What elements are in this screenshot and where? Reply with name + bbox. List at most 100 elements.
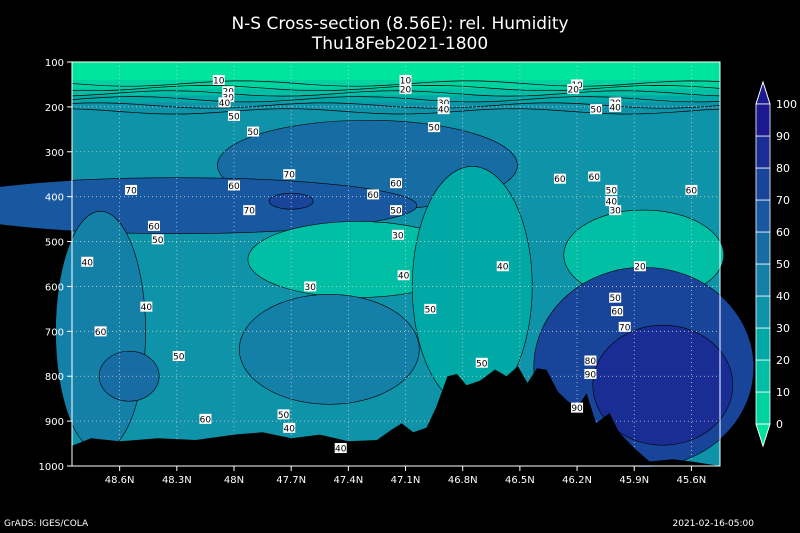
contour-label-box-34: [553, 173, 566, 184]
contour-label-box-3: [218, 97, 231, 108]
contour-label-box-26: [81, 256, 94, 267]
contour-label-30: 30: [305, 283, 317, 293]
contour-label-22: 50: [390, 207, 402, 217]
contour-label-box-35: [588, 171, 601, 182]
y-tick-label-1: 200: [45, 103, 64, 114]
contour-line-upper-1: [71, 85, 721, 92]
contour-label-box-49: [277, 409, 290, 420]
contour-label-31: 40: [398, 272, 410, 282]
colorbar-label-0: 0: [776, 418, 783, 431]
contour-label-20: 60: [367, 191, 379, 201]
contour-label-box-5: [247, 126, 260, 137]
contour-label-box-21: [390, 178, 402, 189]
footer-timestamp: 2021-02-16-05:00: [672, 519, 755, 529]
x-tick-label-1: 48.3N: [162, 475, 192, 486]
colorbar-segment-4: [755, 263, 771, 297]
contour-label-21: 60: [390, 180, 402, 190]
contour-label-box-16: [283, 169, 296, 180]
colorbar-label-8: 80: [776, 162, 790, 175]
colorbar-segment-8: [755, 135, 771, 169]
x-tick-label-10: 45.6N: [677, 475, 707, 486]
contour-label-box-38: [609, 205, 622, 216]
contour-label-48: 60: [200, 415, 212, 425]
colorbar-segment-7: [755, 167, 771, 201]
contour-label-box-51: [334, 443, 347, 454]
contour-label-box-23: [391, 229, 404, 240]
colorbar-label-9: 90: [776, 130, 790, 143]
field-band-3: [72, 95, 720, 103]
moist-core-400: [268, 192, 314, 210]
colorbar-segment-3: [755, 295, 771, 329]
contour-label-16: 70: [284, 171, 296, 181]
contour-label-5: 50: [247, 128, 259, 138]
contour-label-29: 50: [173, 353, 185, 363]
y-tick-label-7: 800: [45, 372, 64, 383]
colorbar-label-7: 70: [776, 194, 790, 207]
x-tick-label-9: 45.9N: [619, 475, 649, 486]
colorbar-segment-6: [755, 199, 771, 233]
colorbar-label-2: 20: [776, 354, 790, 367]
y-tick-label-6: 700: [45, 327, 64, 338]
contour-label-box-2: [222, 92, 235, 103]
y-tick-label-3: 400: [45, 193, 64, 204]
colorbar-segment-1: [755, 359, 771, 393]
contour-label-box-25: [151, 234, 164, 245]
contour-label-box-50: [283, 422, 296, 433]
contour-label-box-44: [584, 355, 597, 366]
colorbar-top-arrow: [755, 80, 771, 105]
contour-label-box-40: [633, 261, 646, 272]
colorbar-segment-5: [755, 231, 771, 265]
contour-label-box-9: [437, 104, 450, 115]
saturated-core: [592, 324, 734, 446]
colorbar-label-4: 40: [776, 290, 790, 303]
chart-subtitle: Thu18Feb2021-1800: [311, 34, 489, 54]
contour-label-42: 60: [611, 308, 623, 318]
contour-label-box-33: [496, 261, 509, 272]
colorbar-label-1: 10: [776, 386, 790, 399]
contour-label-box-24: [147, 220, 160, 231]
field-band-4: [72, 102, 720, 114]
y-tick-label-8: 900: [45, 417, 64, 428]
plot-frame: [71, 61, 721, 467]
contour-label-box-15: [590, 104, 603, 115]
contour-line-upper-0: [71, 80, 721, 87]
contour-label-10: 50: [428, 124, 440, 134]
y-tick-label-0: 100: [45, 58, 64, 69]
contour-label-15: 50: [590, 106, 602, 116]
field-band-0: [72, 62, 720, 80]
y-tick-label-2: 300: [45, 148, 64, 159]
contour-label-box-42: [611, 306, 624, 317]
x-tick-label-4: 47.4N: [333, 475, 363, 486]
contour-line-upper-3: [71, 96, 721, 103]
contour-label-46: 50: [476, 359, 488, 369]
contour-label-9: 40: [438, 106, 450, 116]
contour-label-box-27: [140, 301, 153, 312]
contour-label-47: 90: [571, 404, 583, 414]
contour-line-upper-5: [71, 108, 721, 115]
x-tick-label-7: 46.5N: [505, 475, 535, 486]
moist-blob-north-low: [98, 350, 160, 402]
contour-label-19: 70: [244, 207, 256, 217]
contour-label-44: 80: [585, 357, 597, 367]
x-tick-label-8: 46.2N: [562, 475, 592, 486]
contour-label-37: 40: [606, 198, 618, 208]
contour-label-box-36: [605, 184, 618, 195]
contour-label-34: 60: [554, 175, 566, 185]
contour-label-32: 50: [425, 305, 437, 315]
colorbar-label-3: 30: [776, 322, 790, 335]
contour-label-box-45: [584, 368, 597, 379]
contour-label-box-48: [199, 413, 212, 424]
contour-label-box-8: [437, 97, 450, 108]
contour-label-box-10: [428, 122, 441, 133]
contour-label-box-39: [685, 184, 698, 195]
contour-label-27: 40: [141, 303, 153, 313]
contour-label-4: 50: [228, 112, 240, 122]
footer-credit: GrADS: IGES/COLA: [4, 519, 89, 529]
contour-label-41: 50: [609, 294, 621, 304]
contour-label-0: 10: [213, 76, 225, 86]
contour-label-7: 20: [400, 85, 412, 95]
contour-label-box-7: [399, 83, 412, 94]
contour-label-43: 70: [619, 323, 631, 333]
contour-line-upper-2: [71, 90, 721, 97]
contour-label-3: 40: [219, 99, 231, 109]
